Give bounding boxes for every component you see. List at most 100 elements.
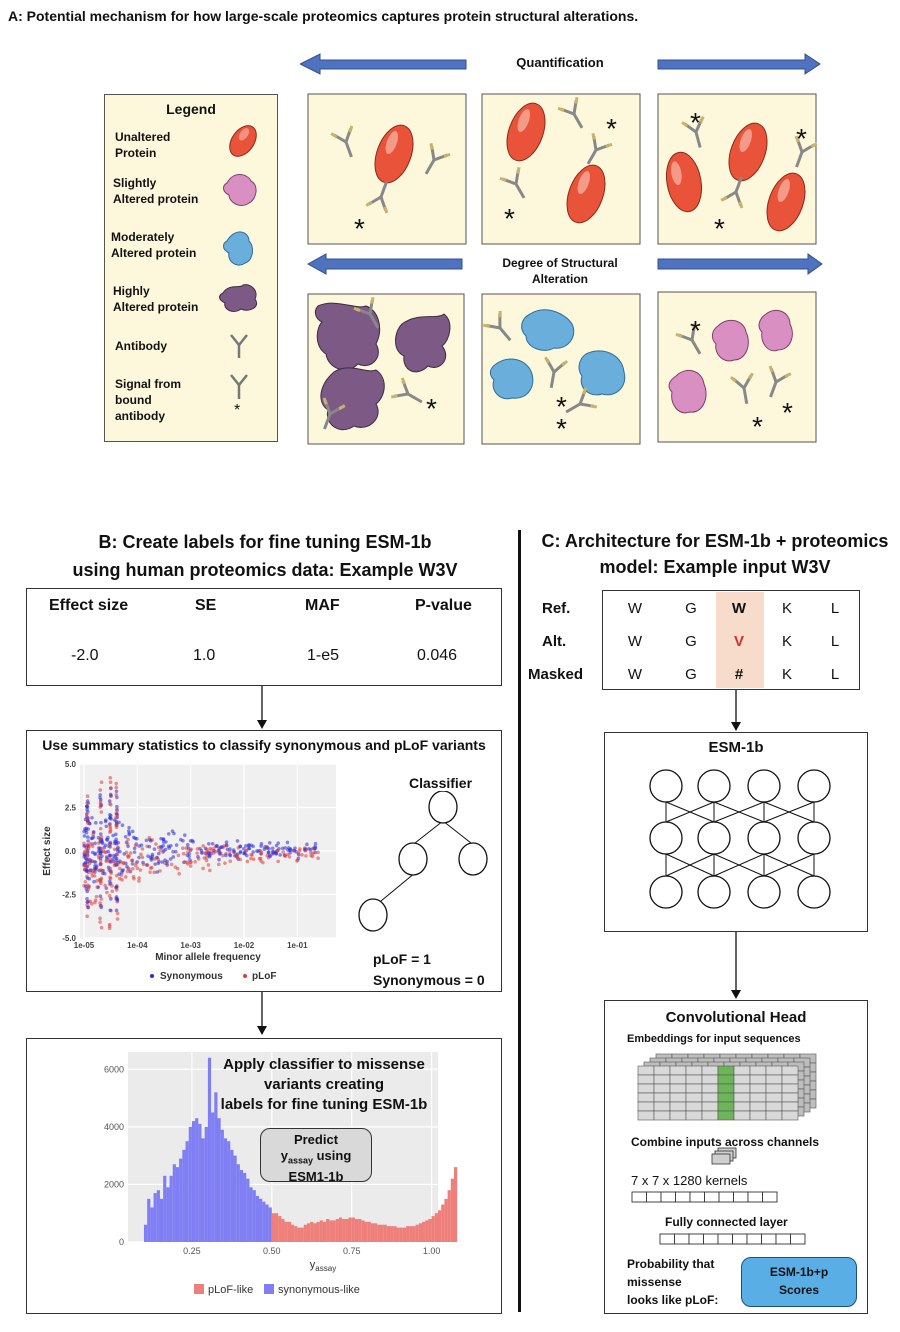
- alt-residue-5: L: [830, 633, 840, 650]
- plof-point: [93, 898, 98, 903]
- hist-xlabel: yassay: [310, 1259, 336, 1273]
- synonymous-point: [224, 853, 228, 858]
- plof-point: [85, 812, 89, 817]
- embedding-cell: [669, 1065, 687, 1076]
- hist-bar: [444, 1198, 448, 1242]
- plof-point: [206, 863, 211, 867]
- fc-label: Fully connected layer: [665, 1215, 788, 1229]
- plof-point: [108, 802, 113, 807]
- hist-bar: [431, 1216, 435, 1242]
- legend-synonymous-marker: [150, 974, 154, 978]
- nn-node: [649, 769, 683, 803]
- synonymous-point: [90, 836, 95, 841]
- apply-classifier-text: Apply classifier to missense variants cre…: [220, 1056, 428, 1113]
- hist-bar: [233, 1155, 237, 1242]
- svg-text:*: *: [782, 397, 793, 428]
- nn-node: [697, 875, 731, 909]
- plof-point: [98, 802, 103, 806]
- hist-bar: [386, 1226, 391, 1242]
- hist-bar: [268, 1207, 272, 1242]
- fc-cell: [703, 1233, 719, 1245]
- synonymous-point: [82, 834, 87, 838]
- plof-point: [114, 781, 119, 786]
- synonymous-point: [98, 894, 103, 898]
- synonymous-point: [105, 838, 110, 842]
- embedding-cell: [749, 1074, 767, 1085]
- panel-divider: [518, 530, 521, 1312]
- plof-point: [209, 848, 213, 852]
- plof-point: [114, 785, 119, 790]
- structural-alteration-label: Degree of Structural Alteration: [502, 256, 618, 286]
- synonymous-point: [86, 905, 90, 910]
- nn-node: [747, 769, 781, 803]
- plof-point: [125, 869, 130, 874]
- hist-ytick: 0: [119, 1237, 124, 1247]
- plof-point: [216, 850, 221, 854]
- synonymous-point: [270, 846, 275, 851]
- panel-b-title: B: Create labels for fine tuning ESM-1b u…: [72, 532, 458, 580]
- plof-point: [88, 858, 93, 863]
- hist-bar: [313, 1223, 317, 1242]
- hist-bar: [207, 1057, 212, 1242]
- hist-bar: [300, 1227, 304, 1242]
- synonymous-point: [244, 844, 248, 848]
- nn-node: [797, 769, 831, 803]
- plof-point: [189, 847, 193, 851]
- plof-point: [98, 903, 103, 908]
- synonymous-point: [108, 792, 113, 797]
- scatter-xtick: 1e-02: [234, 941, 255, 950]
- ref-residue-4: K: [781, 600, 792, 617]
- plof-point: [99, 810, 104, 814]
- hist-bar: [438, 1210, 442, 1242]
- embedding-cell: [749, 1092, 767, 1103]
- hist-bar: [326, 1218, 330, 1242]
- synonymous-point: [108, 853, 112, 858]
- header-pvalue: P-value: [415, 597, 472, 614]
- synonymous-point: [85, 897, 89, 901]
- kernel-cell: [747, 1191, 763, 1203]
- plof-point: [130, 858, 134, 863]
- hist-bar: [278, 1216, 282, 1242]
- scatter-ytick: 2.5: [65, 804, 77, 813]
- conv-title: Convolutional Head: [665, 1009, 807, 1026]
- fc-cell: [717, 1233, 733, 1245]
- synonymous-point: [108, 908, 113, 913]
- nn-node: [797, 821, 831, 855]
- hist-bar: [182, 1149, 186, 1242]
- embedding-cell: [765, 1110, 783, 1121]
- embedding-cell: [653, 1074, 671, 1085]
- plof-point: [185, 860, 189, 865]
- synonymous-point: [163, 858, 167, 862]
- plof-point: [193, 859, 197, 864]
- hist-bar: [367, 1221, 371, 1242]
- synonymous-point: [103, 818, 108, 822]
- plof-point: [152, 857, 157, 861]
- classifier-title: Classifier: [409, 775, 473, 791]
- synonymous-point: [93, 870, 97, 874]
- classifier-tree-diagram: [358, 791, 488, 932]
- hist-bar: [179, 1158, 183, 1242]
- synonymous-point: [114, 832, 118, 837]
- synonymous-point: [238, 844, 243, 849]
- synonymous-point: [99, 850, 103, 855]
- kernel-cell: [675, 1191, 691, 1203]
- hist-bar: [211, 1112, 215, 1242]
- hist-bar: [150, 1207, 154, 1242]
- synonymous-point: [156, 851, 161, 856]
- synonymous-point: [115, 804, 119, 809]
- hist-bar: [396, 1227, 400, 1242]
- nn-node: [697, 821, 731, 855]
- synonymous-point: [114, 837, 118, 842]
- hist-bar: [303, 1224, 307, 1242]
- hist-bar: [198, 1123, 202, 1242]
- synonymous-point: [102, 845, 107, 850]
- plof-point: [228, 859, 233, 863]
- svg-text:*: *: [556, 413, 567, 444]
- synonymous-point: [206, 842, 211, 846]
- synonymous-point: [118, 849, 122, 854]
- embedding-cell: [781, 1101, 799, 1112]
- svg-text:*: *: [690, 107, 701, 138]
- synonymous-point: [106, 849, 111, 854]
- plof-point: [221, 853, 225, 858]
- plof-point: [131, 874, 136, 879]
